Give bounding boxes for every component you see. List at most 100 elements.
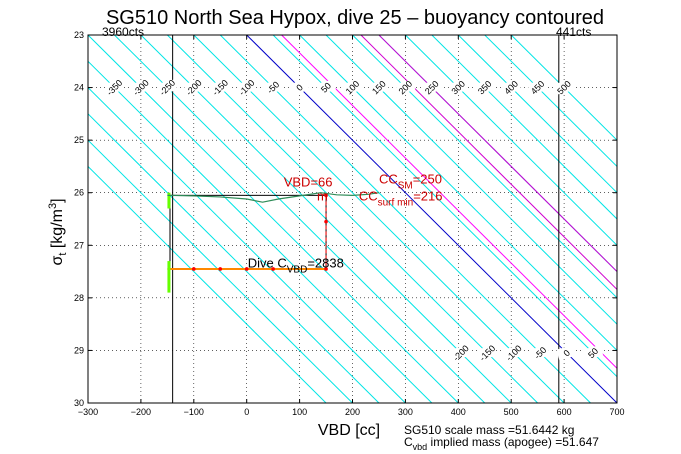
- dive-point: [271, 267, 275, 271]
- contour-label-top-bg: [395, 79, 416, 95]
- cyan-contour: [299, 35, 617, 352]
- dive-point: [324, 219, 328, 224]
- annotation-main: CC: [379, 171, 398, 186]
- cyan-contour: [325, 35, 617, 325]
- contour-label-top-bg: [315, 79, 337, 95]
- contour-label-bottom-bg: [477, 344, 498, 361]
- contour-label-bottom-bg: [450, 344, 471, 361]
- contour-label-top-bg: [500, 79, 522, 95]
- annotation-sub: surf min: [378, 198, 414, 209]
- annotation-value: =2838: [307, 255, 344, 270]
- x-tick-label: 500: [504, 407, 519, 417]
- chart-title: SG510 North Sea Hypox, dive 25 – buoyanc…: [106, 7, 604, 29]
- contour-label-top-bg: [183, 79, 204, 95]
- x-tick-label: −300: [78, 407, 98, 417]
- footnote-scale-mass: SG510 scale mass =51.6442 kg: [404, 423, 574, 437]
- cyan-contour: [510, 35, 617, 141]
- y-tick-label: 30: [74, 398, 84, 408]
- cyan-contour: [88, 165, 327, 403]
- cyan-contour: [166, 35, 539, 403]
- zero-contour-label-bottom: 0: [561, 348, 572, 359]
- dive-point: [192, 267, 196, 271]
- dive-point: [244, 267, 249, 271]
- annotation-sub: VBD: [287, 264, 308, 275]
- contour-label-top-bg: [342, 79, 363, 95]
- x-tick-label: 600: [557, 407, 572, 417]
- contour-label-bottom-bg: [503, 344, 524, 361]
- cyan-contour: [352, 35, 617, 299]
- x-tick-label: −100: [184, 407, 204, 417]
- cyan-contour: [272, 35, 617, 378]
- x-tick-label: −200: [131, 407, 151, 417]
- cyan-contour: [88, 60, 433, 403]
- annotation-main: Dive C: [248, 255, 287, 270]
- magenta-contour: [281, 35, 617, 370]
- cyan-contour: [88, 86, 406, 403]
- plot-area: -350 -300 -250 -200-200-150-150-100-100-50-…: [74, 30, 625, 417]
- chart-annotation: CCsurf min=216: [359, 189, 443, 209]
- x-tick-label: 700: [609, 407, 624, 417]
- contour-label-bottom: 50: [586, 346, 600, 360]
- zero-contour-label-top: 0: [294, 82, 305, 93]
- contour-label-top-bg: [209, 79, 231, 95]
- cyan-contour: [484, 35, 617, 168]
- x-tick-label: 100: [292, 407, 307, 417]
- cyan-contour: [114, 35, 486, 403]
- dive-point: [324, 267, 328, 271]
- magenta-contour: [378, 35, 617, 273]
- annotation-sub: SM: [398, 180, 413, 191]
- contour-label-top-bg: [553, 79, 575, 95]
- contour-label-top-bg: [236, 79, 257, 95]
- contour-label-bottom-bg: [530, 344, 551, 361]
- y-tick-label: 29: [74, 345, 84, 355]
- zero-contour-label-top-bg: [289, 79, 310, 95]
- chart-annotation: m: [317, 189, 328, 204]
- annotation-value: =250: [413, 171, 442, 186]
- contour-label-top-bg: [527, 79, 548, 95]
- contour-label-top-bg: [448, 79, 469, 95]
- dive-point: [324, 193, 328, 198]
- cyan-contour: [431, 35, 617, 220]
- contour-label-top-bg: [104, 79, 125, 95]
- y-tick-label: 24: [74, 83, 84, 93]
- x-axis-label: VBD [cc]: [318, 422, 380, 439]
- corner-label-left: 3960cts: [102, 25, 144, 39]
- contour-label-top-bg: [130, 79, 151, 95]
- zero-contour: [246, 35, 617, 403]
- cyan-contour: [88, 113, 380, 403]
- y-tick-label: 27: [74, 240, 84, 250]
- zero-contour-label-bottom-bg: [556, 344, 577, 361]
- x-tick-label: 0: [244, 407, 249, 417]
- cyan-contour: [219, 35, 591, 403]
- x-tick-label: 200: [345, 407, 360, 417]
- dive-profile-line: [167, 192, 380, 203]
- y-axis-label: σt [kg/m3]: [47, 198, 69, 265]
- cyan-contour: [457, 35, 617, 194]
- y-tick-label: 28: [74, 293, 84, 303]
- contour-label-bottom-bg: [582, 344, 604, 361]
- chart-annotation: CCSM=250: [379, 171, 442, 191]
- x-tick-label: 400: [451, 407, 466, 417]
- magenta-contour: [360, 35, 617, 291]
- contour-label-top-bg: [421, 79, 442, 95]
- chart-annotation: Dive CVBD=2838: [248, 255, 344, 275]
- cyan-contour: [88, 35, 459, 403]
- annotation-main: m: [317, 189, 328, 204]
- cyan-contour: [88, 139, 353, 403]
- contour-label-top-bg: [474, 79, 495, 95]
- annotation-value: =66: [310, 174, 332, 189]
- y-tick-label: 25: [74, 135, 84, 145]
- chart-annotation: VBD=66: [284, 174, 333, 189]
- annotation-main: VBD: [284, 174, 311, 189]
- annotation-value: =216: [413, 189, 442, 204]
- cyan-contour: [193, 35, 565, 403]
- footnote-implied-mass: Cvbd implied mass (apogee) =51.647: [404, 435, 599, 452]
- dive-point: [218, 267, 223, 271]
- contour-label-top-bg: [157, 79, 178, 95]
- annotation-main: CC: [359, 189, 378, 204]
- cyan-contour: [405, 35, 617, 246]
- x-tick-label: 300: [398, 407, 413, 417]
- plot-clipped-layer: -350 -300 -250 -200-200-150-150-100-100-50-…: [88, 35, 617, 403]
